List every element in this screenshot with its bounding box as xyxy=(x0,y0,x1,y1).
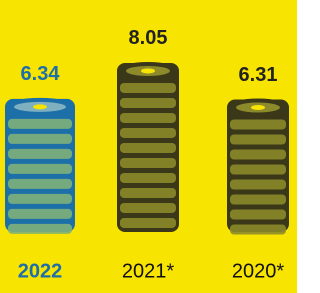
category-label: 2021* xyxy=(122,260,174,282)
coin-edge xyxy=(8,149,72,159)
coin-edge xyxy=(8,164,72,174)
value-label: 8.05 xyxy=(129,27,168,49)
coin-edge xyxy=(120,158,176,168)
coin-edge xyxy=(8,119,72,129)
value-label: 6.34 xyxy=(21,63,61,85)
coin-edge xyxy=(230,209,286,219)
coin-edge xyxy=(230,179,286,189)
category-label: 2020* xyxy=(232,260,284,282)
coin-edge xyxy=(8,224,72,234)
category-label: 2022 xyxy=(18,260,63,282)
coin-top-center xyxy=(33,104,47,109)
page: 6.3420228.052021*6.312020* (() => { cons… xyxy=(0,0,320,293)
coin-edge xyxy=(120,203,176,213)
coin-top-center xyxy=(141,68,155,73)
coin-edge xyxy=(120,83,176,93)
coin-edge xyxy=(120,218,176,228)
coin-top-center xyxy=(251,105,265,110)
coin-edge xyxy=(120,173,176,183)
coin-edge xyxy=(120,143,176,153)
coin-edge xyxy=(230,119,286,129)
coin-edge xyxy=(8,209,72,219)
coin-edge xyxy=(120,128,176,138)
coin-edge xyxy=(230,149,286,159)
chart: 6.34 2022 8.05 2021* 6.31 2020* xyxy=(0,0,297,293)
coin-edge xyxy=(230,194,286,204)
coin-edge xyxy=(8,194,72,204)
coin-edge xyxy=(8,134,72,144)
coin-edge xyxy=(230,134,286,144)
coin-edge xyxy=(8,179,72,189)
value-label: 6.31 xyxy=(239,64,278,86)
coin-edge xyxy=(120,113,176,123)
coin-stack-decoration xyxy=(117,62,179,228)
coin-edge xyxy=(230,164,286,174)
coin-edge xyxy=(120,188,176,198)
coin-edge xyxy=(120,98,176,108)
coin-edge xyxy=(230,224,286,234)
